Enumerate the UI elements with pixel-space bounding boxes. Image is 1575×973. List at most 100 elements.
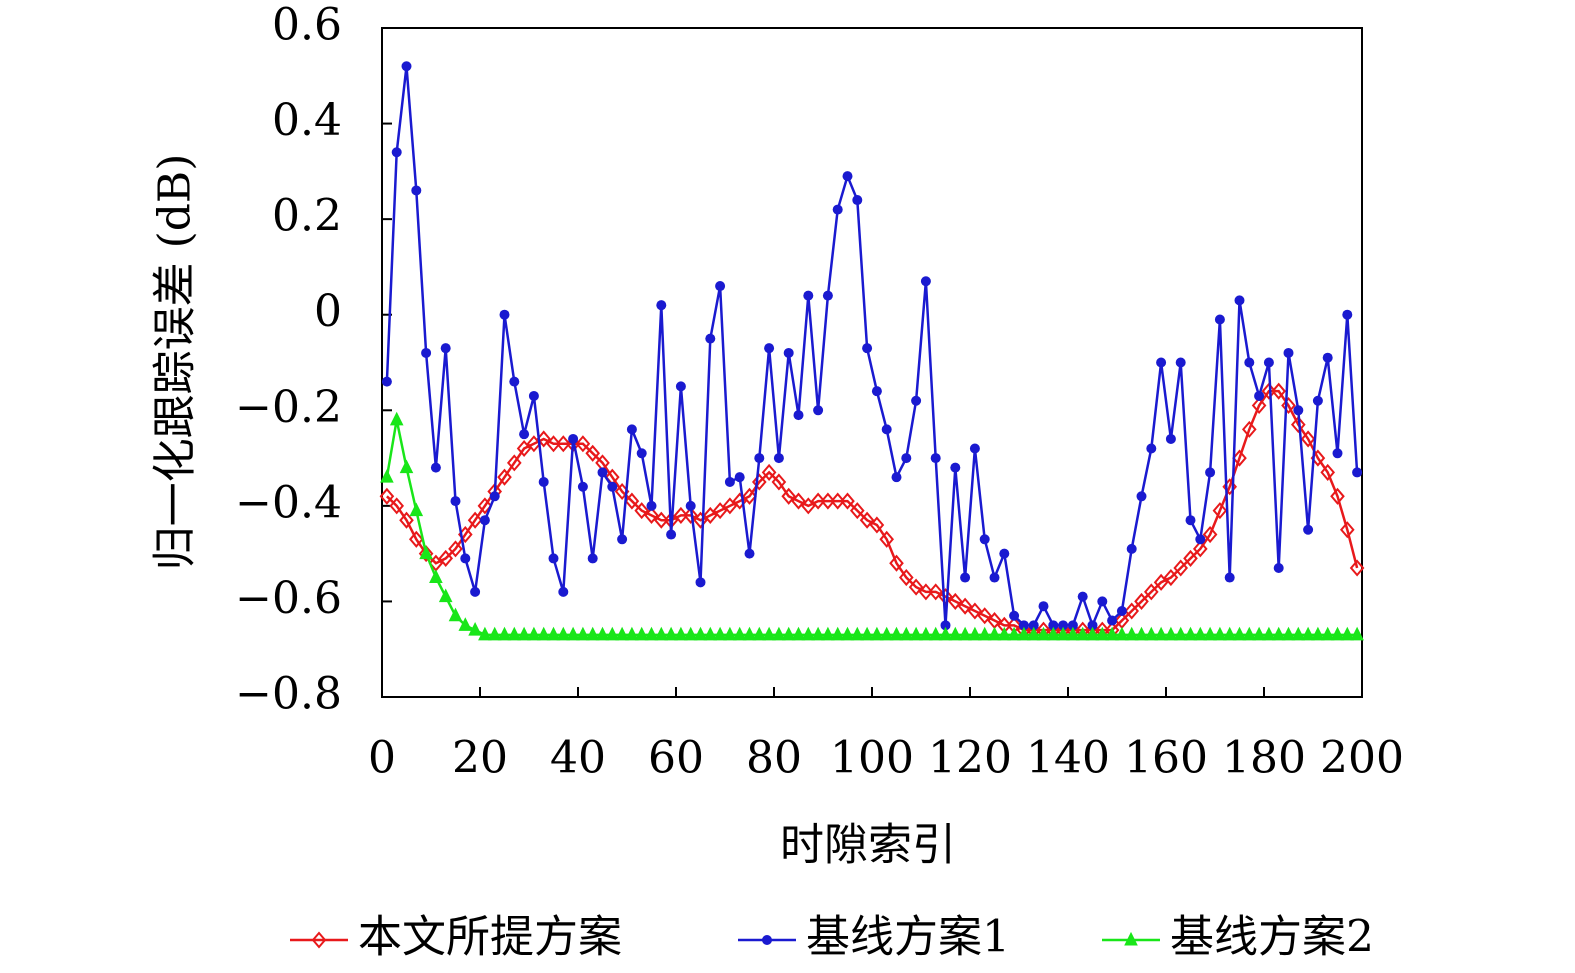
series-line (386, 389, 1359, 632)
data-point (460, 553, 471, 564)
data-point (783, 347, 794, 358)
series-line (385, 66, 1359, 629)
data-point (801, 626, 816, 641)
x-tick-label: 80 (746, 733, 802, 784)
data-point (548, 553, 559, 564)
data-point (772, 626, 786, 641)
data-point (1153, 573, 1169, 591)
data-point (1136, 491, 1147, 502)
data-point (646, 500, 657, 511)
data-point (830, 626, 845, 641)
data-point (468, 621, 482, 636)
data-point (1116, 605, 1127, 616)
y-tick-label: 0.4 (272, 95, 342, 146)
data-point (1085, 626, 1100, 641)
data-point (803, 290, 814, 301)
data-point (1154, 626, 1168, 641)
x-tick-label: 0 (368, 733, 396, 784)
data-point (842, 171, 853, 182)
data-point (381, 376, 392, 387)
data-point (977, 626, 992, 641)
data-point (793, 410, 804, 421)
data-point (800, 497, 816, 515)
data-point (732, 626, 747, 641)
data-point (920, 276, 931, 287)
data-point (822, 290, 833, 301)
data-point (411, 185, 422, 196)
data-point (1067, 620, 1078, 631)
data-point (401, 61, 412, 72)
data-point (528, 390, 539, 401)
data-point (558, 586, 569, 597)
data-point (391, 147, 402, 158)
data-point (1173, 626, 1188, 641)
data-point (850, 626, 865, 641)
data-point (869, 516, 885, 534)
data-point (1332, 448, 1343, 459)
data-point (1107, 615, 1118, 626)
data-point (399, 459, 414, 474)
data-point (703, 626, 718, 641)
data-point (448, 607, 463, 622)
data-point (889, 554, 904, 572)
data-point (693, 626, 708, 641)
data-point (909, 626, 923, 641)
data-point (811, 626, 825, 641)
data-point (1144, 626, 1159, 641)
data-point (653, 511, 669, 529)
data-point (702, 506, 718, 524)
data-point (712, 502, 728, 520)
data-point (742, 487, 757, 505)
data-point (1134, 626, 1149, 641)
data-point (1007, 626, 1021, 641)
data-point (744, 548, 755, 559)
data-point (977, 607, 993, 625)
data-point (615, 626, 629, 641)
data-point (664, 626, 678, 641)
data-point (1222, 626, 1237, 641)
data-point (489, 491, 500, 502)
y-tick-label: −0.6 (235, 573, 342, 624)
data-point (734, 472, 745, 483)
data-point (1291, 626, 1306, 641)
data-point (418, 545, 434, 563)
y-tick-label: 0.2 (272, 191, 342, 242)
data-point (791, 626, 806, 641)
data-point (1009, 610, 1020, 621)
data-point (1303, 524, 1314, 535)
data-point (1193, 626, 1208, 641)
data-point (440, 343, 451, 354)
data-point (1173, 559, 1189, 577)
data-point (683, 506, 699, 524)
data-point (1300, 430, 1316, 448)
data-point (438, 588, 453, 603)
data-point (607, 481, 618, 492)
data-point (1192, 540, 1208, 558)
data-point (470, 586, 481, 597)
legend-label: 基线方案1 (806, 912, 1010, 963)
data-point (1283, 347, 1294, 358)
data-point (536, 626, 551, 641)
data-point (989, 572, 1000, 583)
data-point (1251, 396, 1267, 415)
data-point (773, 453, 784, 464)
data-point (1056, 626, 1070, 641)
data-point (1281, 396, 1296, 415)
data-point (507, 626, 522, 641)
data-point (634, 626, 649, 641)
data-point (429, 569, 443, 584)
data-point (919, 626, 933, 641)
data-point (1124, 626, 1139, 641)
data-point (479, 515, 490, 526)
data-point (781, 626, 796, 641)
data-point (458, 617, 473, 631)
data-point (1273, 562, 1284, 573)
data-point (928, 583, 944, 601)
data-point (438, 549, 454, 567)
data-point (1352, 467, 1363, 478)
data-point (379, 487, 395, 505)
data-point (950, 462, 961, 473)
data-point (1234, 295, 1245, 306)
data-point (742, 626, 757, 641)
data-point (1164, 626, 1178, 641)
